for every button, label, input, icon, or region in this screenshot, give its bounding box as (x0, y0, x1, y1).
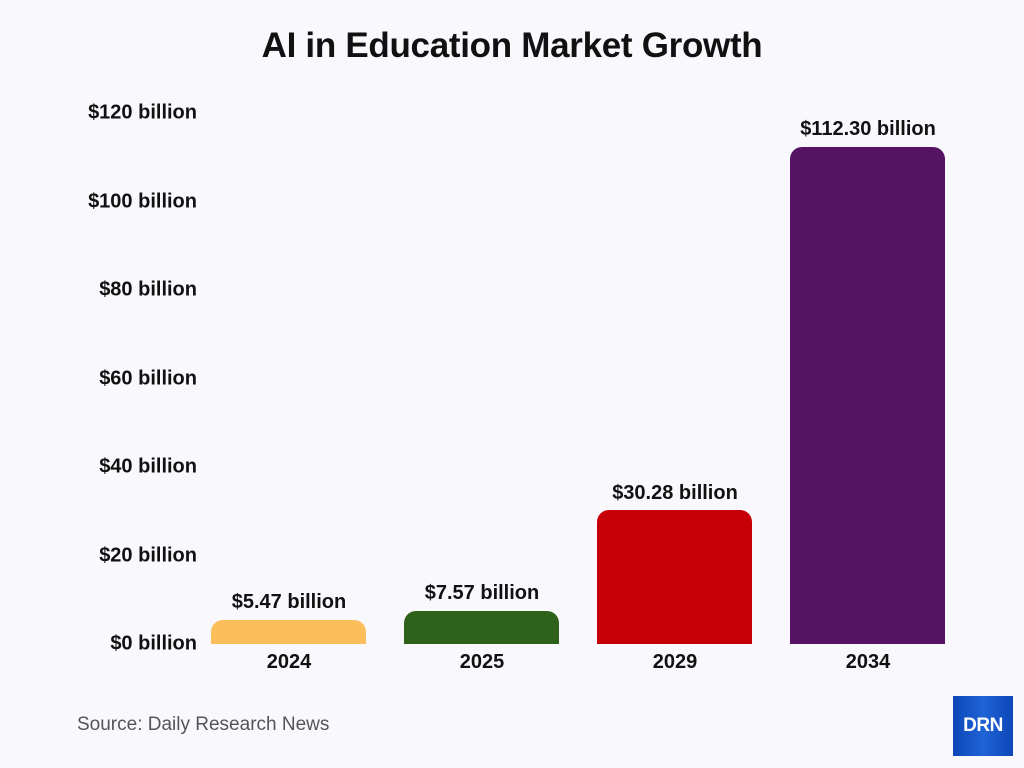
y-tick-40: $40 billion (99, 455, 197, 478)
y-tick-20: $20 billion (99, 544, 197, 567)
x-label-2029: 2029 (652, 651, 698, 673)
drn-logo: DRN (953, 696, 1013, 756)
bar-2024 (211, 620, 366, 644)
y-tick-80: $80 billion (99, 278, 197, 301)
value-label-2034: $112.30 billion (800, 118, 936, 140)
bar-2034 (790, 147, 945, 644)
x-label-2025: 2025 (459, 651, 505, 673)
value-label-2024: $5.47 billion (231, 591, 347, 613)
y-tick-0: $0 billion (110, 632, 197, 655)
value-label-2029: $30.28 billion (612, 482, 738, 504)
x-label-2034: 2034 (845, 651, 891, 673)
y-tick-100: $100 billion (88, 190, 197, 213)
source-note: Source: Daily Research News (77, 714, 330, 735)
y-tick-120: $120 billion (88, 101, 197, 124)
bar-2025 (404, 611, 559, 644)
value-label-2025: $7.57 billion (424, 582, 540, 604)
x-label-2024: 2024 (266, 651, 312, 673)
chart-title: AI in Education Market Growth (261, 26, 763, 65)
y-tick-60: $60 billion (99, 367, 197, 390)
bar-2029 (597, 510, 752, 644)
